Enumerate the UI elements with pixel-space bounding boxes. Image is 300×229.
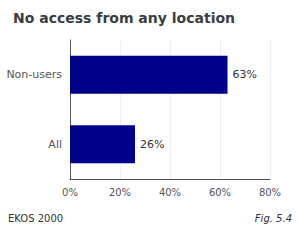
svg-text:EKOS 2000: EKOS 2000: [8, 213, 63, 224]
svg-text:Non-users: Non-users: [6, 68, 62, 81]
svg-text:No access from any location: No access from any location: [13, 10, 235, 26]
svg-text:26%: 26%: [140, 138, 164, 151]
svg-text:60%: 60%: [209, 187, 231, 198]
svg-text:0%: 0%: [62, 187, 78, 198]
svg-text:All: All: [48, 138, 62, 151]
svg-text:Fig. 5.4: Fig. 5.4: [255, 213, 292, 224]
svg-text:20%: 20%: [109, 187, 131, 198]
svg-text:80%: 80%: [259, 187, 281, 198]
svg-text:40%: 40%: [159, 187, 181, 198]
svg-text:63%: 63%: [233, 68, 257, 81]
